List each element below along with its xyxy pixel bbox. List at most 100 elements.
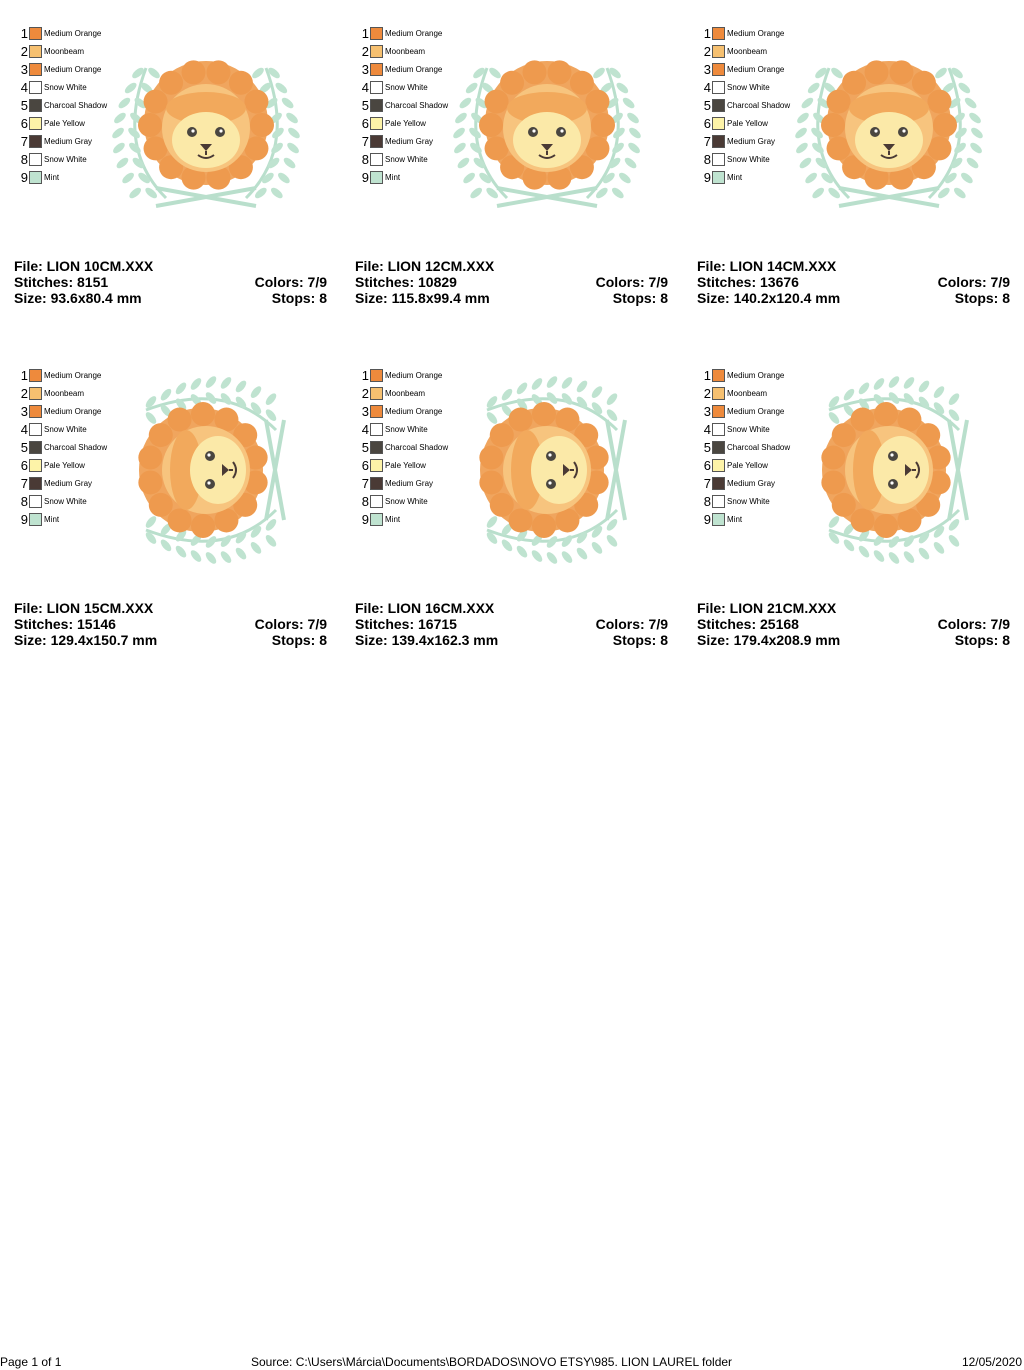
color-swatch [29, 423, 42, 436]
color-swatch [712, 99, 725, 112]
color-number: 8 [361, 494, 369, 509]
color-name: Pale Yellow [385, 119, 426, 128]
color-name: Medium Gray [385, 479, 434, 488]
color-name: Snow White [385, 155, 428, 164]
stop-count: Stops: 8 [612, 290, 668, 306]
lion-artwork [453, 60, 641, 208]
color-number: 6 [361, 116, 369, 131]
stop-count: Stops: 8 [612, 632, 668, 648]
color-swatch [370, 117, 383, 130]
color-name: Charcoal Shadow [44, 443, 108, 452]
color-number: 4 [20, 422, 28, 437]
color-number: 8 [703, 152, 711, 167]
color-swatch [29, 63, 42, 76]
color-number: 2 [361, 386, 369, 401]
color-name: Pale Yellow [385, 461, 426, 470]
color-swatch [370, 171, 383, 184]
file-name: File: LION 16CM.XXX [355, 600, 495, 616]
color-number: 1 [703, 26, 711, 41]
color-name: Pale Yellow [727, 461, 768, 470]
color-swatch [712, 477, 725, 490]
color-name: Medium Orange [44, 371, 102, 380]
color-name: Mint [44, 515, 60, 524]
color-name: Medium Orange [385, 371, 443, 380]
color-name: Snow White [385, 497, 428, 506]
color-swatch [370, 81, 383, 94]
color-name: Moonbeam [385, 47, 426, 56]
color-number: 8 [361, 152, 369, 167]
file-name: File: LION 12CM.XXX [355, 258, 495, 274]
file-name: File: LION 14CM.XXX [697, 258, 837, 274]
color-number: 6 [703, 458, 711, 473]
color-count: Colors: 7/9 [937, 274, 1010, 290]
color-count: Colors: 7/9 [595, 274, 668, 290]
color-swatch [712, 27, 725, 40]
lion-artwork [795, 60, 983, 208]
stop-count: Stops: 8 [271, 632, 327, 648]
stop-count: Stops: 8 [954, 632, 1010, 648]
color-name: Charcoal Shadow [727, 101, 791, 110]
design-size: Size: 140.2x120.4 mm [697, 290, 841, 306]
design-size: Size: 129.4x150.7 mm [14, 632, 158, 648]
color-number: 3 [703, 62, 711, 77]
color-number: 2 [703, 44, 711, 59]
file-name: File: LION 21CM.XXX [697, 600, 837, 616]
color-swatch [29, 171, 42, 184]
color-swatch [712, 387, 725, 400]
color-name: Moonbeam [727, 47, 768, 56]
color-number: 3 [20, 62, 28, 77]
color-number: 5 [361, 98, 369, 113]
design-size: Size: 179.4x208.9 mm [697, 632, 841, 648]
color-name: Pale Yellow [727, 119, 768, 128]
color-swatch [712, 135, 725, 148]
color-name: Medium Orange [44, 407, 102, 416]
color-name: Medium Orange [385, 29, 443, 38]
color-swatch [29, 477, 42, 490]
color-number: 5 [20, 98, 28, 113]
color-count: Colors: 7/9 [595, 616, 668, 632]
color-number: 9 [20, 512, 28, 527]
color-name: Snow White [385, 83, 428, 92]
color-swatch [370, 63, 383, 76]
color-swatch [370, 513, 383, 526]
color-swatch [29, 405, 42, 418]
color-swatch [370, 459, 383, 472]
stitch-count: Stitches: 16715 [355, 616, 457, 632]
color-number: 9 [703, 170, 711, 185]
color-swatch [370, 405, 383, 418]
color-swatch [29, 387, 42, 400]
color-name: Medium Gray [385, 137, 434, 146]
color-swatch [370, 477, 383, 490]
color-name: Charcoal Shadow [385, 443, 449, 452]
color-number: 5 [703, 440, 711, 455]
color-number: 1 [361, 368, 369, 383]
color-number: 3 [361, 62, 369, 77]
color-name: Snow White [727, 155, 770, 164]
color-name: Snow White [727, 83, 770, 92]
color-swatch [29, 513, 42, 526]
file-name: File: LION 15CM.XXX [14, 600, 154, 616]
color-swatch [370, 135, 383, 148]
lion-artwork [479, 376, 627, 564]
page-number: Page 1 of 1 [0, 1355, 62, 1369]
color-swatch [712, 513, 725, 526]
color-name: Mint [385, 515, 401, 524]
color-swatch [370, 441, 383, 454]
lion-artwork [138, 376, 286, 564]
color-number: 9 [20, 170, 28, 185]
color-count: Colors: 7/9 [254, 616, 327, 632]
color-swatch [29, 441, 42, 454]
color-swatch [370, 45, 383, 58]
color-name: Medium Orange [385, 65, 443, 74]
color-name: Medium Orange [385, 407, 443, 416]
color-number: 1 [361, 26, 369, 41]
color-swatch [712, 63, 725, 76]
color-number: 6 [20, 116, 28, 131]
stitch-count: Stitches: 25168 [697, 616, 799, 632]
color-name: Mint [44, 173, 60, 182]
color-number: 4 [703, 80, 711, 95]
color-swatch [29, 99, 42, 112]
color-name: Medium Orange [727, 371, 785, 380]
color-swatch [370, 27, 383, 40]
